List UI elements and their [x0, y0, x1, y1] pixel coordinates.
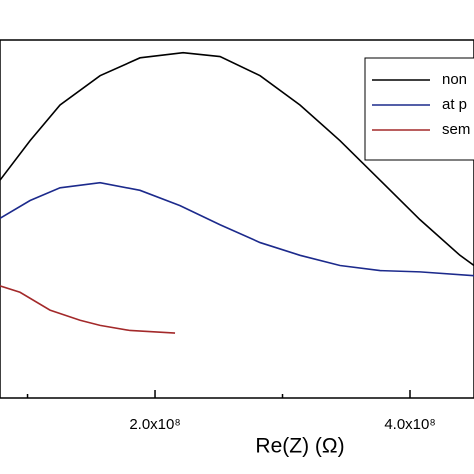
x-tick-label: 2.0x10⁸	[129, 416, 180, 433]
series-line	[0, 285, 176, 334]
x-tick-label: 4.0x10⁸	[384, 416, 435, 433]
legend-box	[364, 57, 474, 161]
x-axis-label: Re(Z) (Ω)	[255, 435, 344, 458]
series-line	[0, 181, 474, 277]
legend-label: non	[442, 71, 467, 88]
series-line	[0, 51, 474, 267]
plot-frame	[0, 39, 474, 399]
legend-label: sem	[442, 121, 470, 138]
legend-label: at p	[442, 96, 467, 113]
